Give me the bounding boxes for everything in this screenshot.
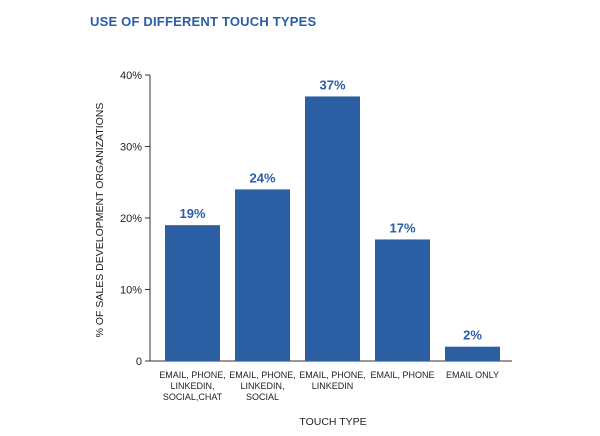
category-label-line: EMAIL, PHONE — [370, 370, 434, 380]
category-label: EMAIL, PHONE, LINKEDIN, SOCIAL,CHAT — [159, 370, 226, 402]
bars — [165, 96, 500, 361]
bar — [445, 346, 500, 361]
y-tick-label: 10% — [120, 285, 142, 297]
x-axis-label: TOUCH TYPE — [299, 416, 366, 428]
category-label-line: SOCIAL,CHAT — [163, 392, 223, 402]
category-label-line: EMAIL, PHONE, — [159, 370, 226, 380]
y-tick-label: 40% — [120, 70, 142, 82]
category-label-line: EMAIL ONLY — [446, 370, 499, 380]
labels: 19%EMAIL, PHONE, LINKEDIN, SOCIAL,CHAT24%E… — [159, 77, 499, 402]
category-label: EMAIL, PHONE, LINKEDIN, SOCIAL — [229, 370, 296, 402]
bar — [305, 96, 360, 361]
y-tick-label: 20% — [120, 213, 142, 225]
category-label: EMAIL ONLY — [446, 370, 499, 380]
chart-title: USE OF DIFFERENT TOUCH TYPES — [90, 14, 317, 29]
y-tick-label: 30% — [120, 142, 142, 154]
category-label-line: EMAIL, PHONE, — [229, 370, 296, 380]
data-label: 19% — [179, 206, 205, 221]
bar — [235, 189, 290, 361]
y-axis-label: % OF SALES DEVELOPMENT ORGANIZATIONS — [94, 103, 106, 338]
data-label: 2% — [463, 328, 482, 343]
category-label-line: EMAIL, PHONE, — [299, 370, 366, 380]
bar — [165, 225, 220, 361]
data-label: 17% — [389, 220, 415, 235]
category-label-line: LINKEDIN, — [170, 381, 214, 391]
category-label: EMAIL, PHONE, LINKEDIN — [299, 370, 366, 391]
y-tick-label: 0 — [136, 356, 142, 368]
data-label: 24% — [249, 170, 275, 185]
category-label-line: SOCIAL — [246, 392, 279, 402]
data-label: 37% — [319, 77, 345, 92]
bar — [375, 239, 430, 361]
category-label-line: LINKEDIN — [312, 381, 354, 391]
category-label-line: LINKEDIN, — [240, 381, 284, 391]
category-label: EMAIL, PHONE — [370, 370, 434, 380]
